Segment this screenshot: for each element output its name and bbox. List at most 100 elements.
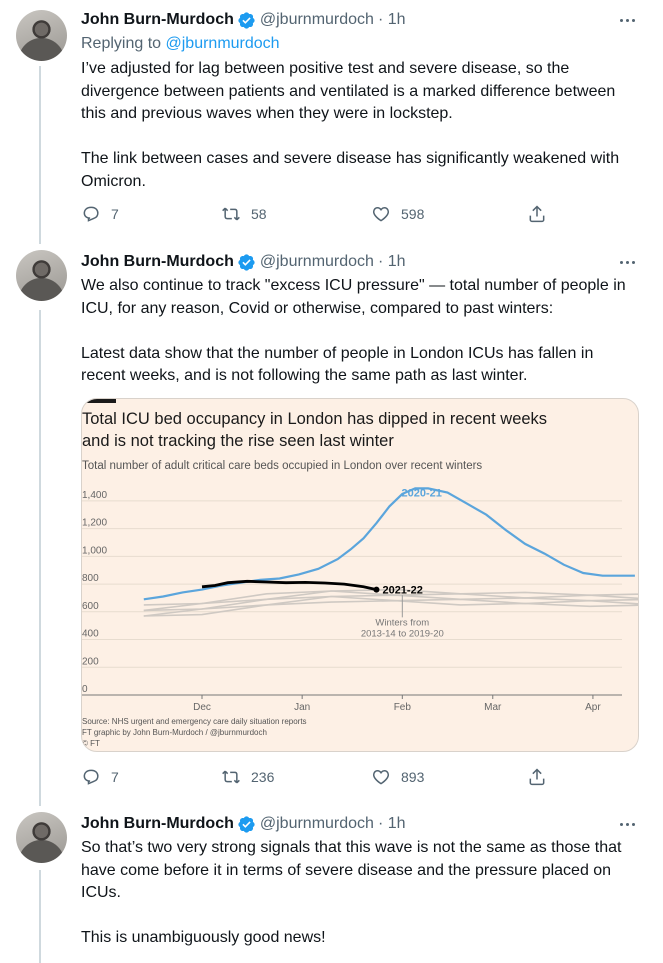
tweet-text: I’ve adjusted for lag between positive t… [81,58,641,193]
chart-gridlines [82,500,622,696]
retweet-icon [222,207,240,221]
tweet-actions: 7 58 598 [81,203,561,225]
reply-button[interactable]: 7 [81,203,119,225]
like-count: 598 [401,206,425,222]
tweet-text: We also continue to track "excess ICU pr… [81,275,641,388]
reply-button[interactable]: 7 [81,766,119,788]
tweet-paragraph: This is unambiguously good news! [81,929,326,946]
tweet-paragraph: Latest data show that the number of peop… [81,344,594,385]
tweet-paragraph: We also continue to track "excess ICU pr… [81,277,626,317]
avatar[interactable] [16,10,67,61]
tweet-paragraph: I’ve adjusted for lag between positive t… [81,60,616,122]
chart-image[interactable]: Total ICU bed occupancy in London has di… [81,398,639,752]
annotation-label: Winters from [375,618,429,629]
tweet-paragraph: The link between cases and severe diseas… [81,150,620,190]
verified-badge-icon [237,815,256,834]
thread-connector [39,870,41,963]
share-button[interactable] [527,203,547,225]
tweet[interactable]: John Burn-Murdoch @jburnmurdoch · 1h Rep… [0,0,663,240]
reply-icon [83,769,99,785]
chart-source-line-1: Source: NHS urgent and emergency care da… [82,717,307,726]
y-tick-label: 200 [82,656,99,667]
replying-to: Replying to @jburnmurdoch [81,35,280,53]
author-name[interactable]: John Burn-Murdoch [81,253,234,270]
retweet-count: 236 [251,769,275,785]
thread-connector [39,66,41,244]
reply-count: 7 [111,206,119,222]
x-tick-label: Dec [193,702,211,713]
replying-prefix: Replying to [81,35,166,52]
x-tick-label: Mar [484,702,502,713]
thread-connector [39,310,41,806]
author-name[interactable]: John Burn-Murdoch [81,815,234,832]
tweet-header: John Burn-Murdoch @jburnmurdoch · 1h [81,814,406,834]
past-winter-line [143,595,638,617]
tweet-actions: 7 236 893 [81,766,561,788]
x-tick-label: Feb [394,702,412,713]
retweet-icon [222,770,240,784]
tweet-time[interactable]: · 1h [377,253,406,270]
retweet-count: 58 [251,206,267,222]
annotation-label: 2013-14 to 2019-20 [361,629,444,640]
avatar[interactable] [16,250,67,301]
tweet-header: John Burn-Murdoch @jburnmurdoch · 1h [81,252,406,272]
tweet-time[interactable]: · 1h [377,11,406,28]
like-button[interactable]: 893 [371,766,424,788]
tweet-header: John Burn-Murdoch @jburnmurdoch · 1h [81,10,406,30]
tweet-paragraph: So that’s two very strong signals that t… [81,839,622,901]
more-options-icon[interactable] [617,252,637,272]
avatar[interactable] [16,812,67,863]
chart-series [143,487,638,617]
past-winter-line [143,588,638,606]
reply-icon [83,206,99,222]
like-count: 893 [401,769,425,785]
verified-badge-icon [237,11,256,30]
y-tick-label: 800 [82,573,99,584]
heart-icon [372,769,390,785]
series-end-marker-2021-22 [373,586,380,593]
x-tick-label: Apr [585,702,601,713]
heart-icon [372,206,390,222]
y-tick-label: 400 [82,629,99,640]
author-handle[interactable]: @jburnmurdoch [259,253,374,270]
y-axis-ticks: 0 200 400 600 800 1,000 1,200 1,400 [82,490,107,695]
series-label-2021-22: 2021-22 [382,585,422,597]
x-axis-ticks: Dec Jan Feb Mar Apr [193,695,601,713]
y-tick-label: 1,200 [82,518,107,529]
y-tick-label: 600 [82,601,99,612]
more-options-icon[interactable] [617,10,637,30]
past-winter-line [143,590,638,612]
tweet-text: So that’s two very strong signals that t… [81,837,641,950]
icu-occupancy-chart: Total ICU bed occupancy in London has di… [82,399,638,748]
like-button[interactable]: 598 [371,203,424,225]
chart-title-line-1: Total ICU bed occupancy in London has di… [82,410,547,428]
series-line-2020-21 [143,487,635,601]
y-tick-label: 1,000 [82,545,107,556]
chart-source-line-2: FT graphic by John Burn-Murdoch / @jburn… [82,728,267,737]
y-tick-label: 1,400 [82,490,107,501]
author-handle[interactable]: @jburnmurdoch [259,815,374,832]
verified-badge-icon [237,253,256,272]
replying-to-link[interactable]: @jburnmurdoch [165,35,280,52]
more-options-icon[interactable] [617,814,637,834]
series-label-2020-21: 2020-21 [402,488,442,500]
ft-accent-bar [82,399,116,403]
share-icon [529,205,545,223]
x-tick-label: Jan [294,702,310,713]
chart-source-line-3: © FT [82,739,100,748]
reply-count: 7 [111,769,119,785]
chart-title-line-2: and is not tracking the rise seen last w… [82,432,394,450]
author-name[interactable]: John Burn-Murdoch [81,11,234,28]
series-line-2021-22 [201,579,377,591]
y-tick-label: 0 [82,684,88,695]
tweet-time[interactable]: · 1h [377,815,406,832]
chart-subtitle: Total number of adult critical care beds… [82,460,482,472]
author-handle[interactable]: @jburnmurdoch [259,11,374,28]
tweet[interactable]: John Burn-Murdoch @jburnmurdoch · 1h So … [0,800,663,963]
retweet-button[interactable]: 58 [221,203,267,225]
share-icon [529,768,545,786]
tweet[interactable]: John Burn-Murdoch @jburnmurdoch · 1h We … [0,240,663,800]
share-button[interactable] [527,766,547,788]
retweet-button[interactable]: 236 [221,766,274,788]
